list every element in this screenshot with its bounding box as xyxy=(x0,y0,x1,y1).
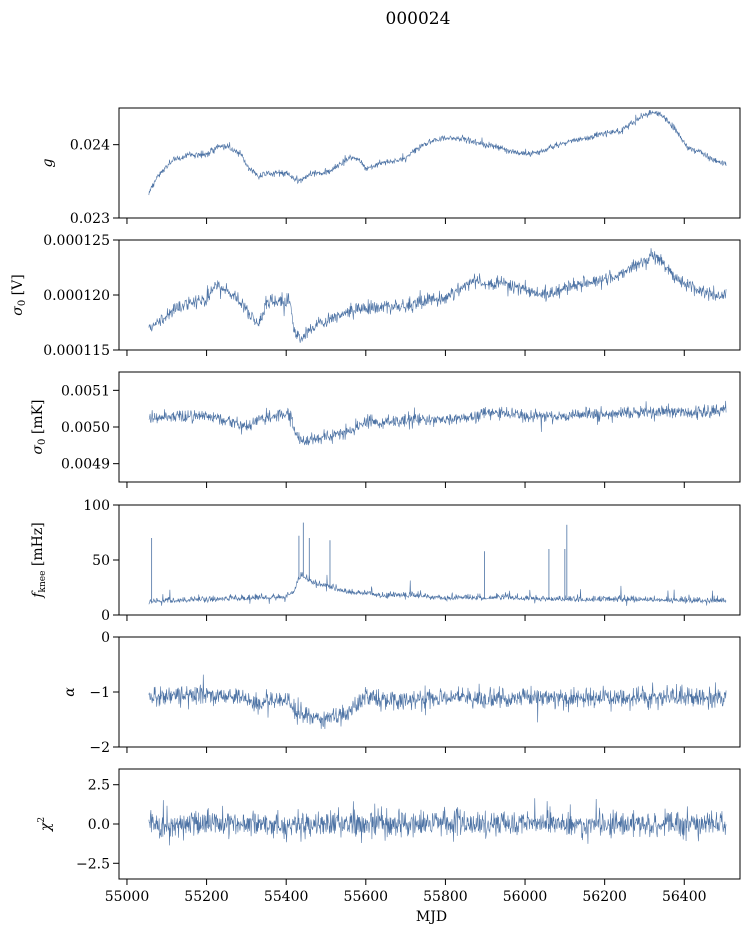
y-tick-label: 0.0051 xyxy=(61,383,110,399)
panel-5: −2 −1 0 α xyxy=(62,630,741,756)
y-axis-label: σ0 [mK] xyxy=(30,399,48,454)
series-trace xyxy=(148,110,727,196)
y-axis-label: α xyxy=(62,687,78,697)
x-tick-label: 56000 xyxy=(503,889,548,905)
x-tick-label: 55200 xyxy=(184,889,229,905)
series-trace xyxy=(148,248,727,343)
series-trace xyxy=(148,798,727,846)
series-trace xyxy=(148,400,727,446)
y-tick-label: 0.0049 xyxy=(61,457,110,473)
y-tick-label: 0.0 xyxy=(88,817,110,833)
panels: 0.023 0.024 g 0.000115 0.000120 0.000125 σ0 [V… xyxy=(10,107,741,925)
x-tick-label: 55000 xyxy=(105,889,150,905)
y-tick-label: 0.0050 xyxy=(61,420,110,436)
panel-6: −2.5 0.0 2.5 55000 55200 55400 55600 55800 56000… xyxy=(37,768,741,925)
y-axis-label: σ0 [V] xyxy=(10,274,28,315)
y-axis-label: g xyxy=(40,158,56,167)
y-tick-label: 50 xyxy=(92,553,110,569)
y-tick-label: 0.000115 xyxy=(43,343,110,359)
panel-2: 0.000115 0.000120 0.000125 σ0 [V] xyxy=(10,233,741,359)
panel-1: 0.023 0.024 g xyxy=(40,107,741,227)
axes-frame xyxy=(118,107,741,219)
y-axis-label: fknee [mHz] xyxy=(30,522,48,598)
panel-3: 0.0049 0.0050 0.0051 σ0 [mK] xyxy=(30,371,741,488)
y-tick-label: 0.024 xyxy=(70,138,110,154)
x-tick-label: 56400 xyxy=(662,889,707,905)
y-tick-label: −1 xyxy=(89,685,110,701)
y-tick-label: 0.023 xyxy=(70,211,110,227)
y-tick-label: 0.000125 xyxy=(43,233,110,249)
y-tick-label: 0 xyxy=(101,608,110,624)
x-tick-label: 55400 xyxy=(264,889,309,905)
y-tick-label: 2.5 xyxy=(88,778,110,794)
x-tick-label: 55800 xyxy=(423,889,468,905)
panel-4: 0 50 100 fknee [mHz] xyxy=(30,498,741,624)
y-tick-label: −2.5 xyxy=(76,856,110,872)
series-trace xyxy=(148,571,727,606)
x-axis-label: MJD xyxy=(416,909,447,925)
y-axis-label: χ2 xyxy=(37,817,54,832)
y-tick-label: 100 xyxy=(83,498,110,514)
series-trace xyxy=(148,674,727,730)
y-tick-label: 0.000120 xyxy=(43,288,110,304)
y-tick-label: 0 xyxy=(101,630,110,646)
axes-frame xyxy=(118,371,741,483)
figure-title: 000024 xyxy=(386,9,451,29)
x-tick-label: 55600 xyxy=(344,889,389,905)
x-tick-label: 56200 xyxy=(582,889,627,905)
y-tick-label: −2 xyxy=(89,740,110,756)
